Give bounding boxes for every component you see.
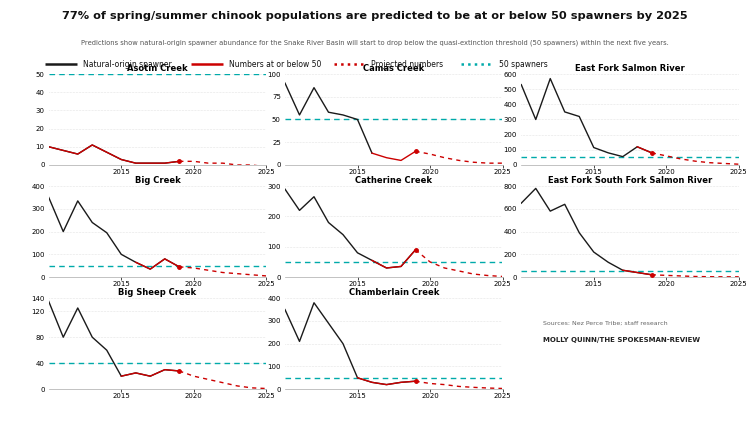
Title: East Fork South Fork Salmon River: East Fork South Fork Salmon River xyxy=(548,176,712,185)
Text: Predictions show natural-origin spawner abundance for the Snake River Basin will: Predictions show natural-origin spawner … xyxy=(81,40,669,46)
Title: Big Creek: Big Creek xyxy=(135,176,180,185)
Title: Camas Creek: Camas Creek xyxy=(363,64,424,73)
Text: 50 spawners: 50 spawners xyxy=(499,60,548,69)
Title: Chamberlain Creek: Chamberlain Creek xyxy=(349,288,439,297)
Title: Big Sheep Creek: Big Sheep Creek xyxy=(118,288,196,297)
Text: MOLLY QUINN/THE SPOKESMAN-REVIEW: MOLLY QUINN/THE SPOKESMAN-REVIEW xyxy=(543,337,700,343)
Text: Natural-origin spawner: Natural-origin spawner xyxy=(82,60,171,69)
Text: Numbers at or below 50: Numbers at or below 50 xyxy=(229,60,321,69)
Text: Sources: Nez Perce Tribe; staff research: Sources: Nez Perce Tribe; staff research xyxy=(543,321,668,326)
Text: Projected numbers: Projected numbers xyxy=(371,60,443,69)
Text: 77% of spring/summer chinook populations are predicted to be at or below 50 spaw: 77% of spring/summer chinook populations… xyxy=(62,11,688,21)
Title: Asotin Creek: Asotin Creek xyxy=(128,64,188,73)
Title: Catherine Creek: Catherine Creek xyxy=(356,176,432,185)
Title: East Fork Salmon River: East Fork Salmon River xyxy=(575,64,685,73)
